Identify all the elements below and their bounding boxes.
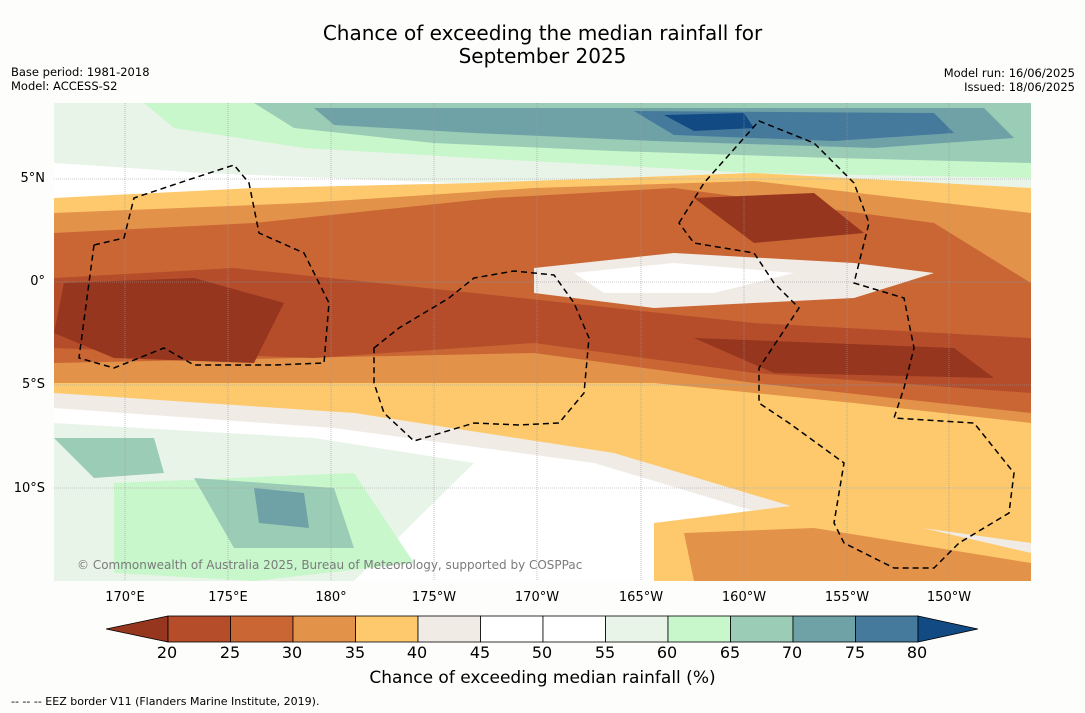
colorbar-segment — [292, 615, 356, 643]
colorbar-segment — [542, 615, 606, 643]
colorbar-label-50: 50 — [531, 643, 553, 662]
wet-core-north — [664, 113, 754, 131]
lon-tick-150w: 150°W — [926, 590, 972, 605]
colorbar-segment — [106, 615, 169, 643]
eez-legend: -- -- -- EEZ border V11 (Flanders Marine… — [11, 695, 320, 708]
colorbar-segment — [167, 615, 231, 643]
model-name: Model: ACCESS-S2 — [11, 79, 118, 93]
eez-border-kiribati-gilberts — [78, 164, 330, 369]
colorbar-label-60: 60 — [656, 643, 678, 662]
lat-tick-10s: 10°S — [13, 481, 45, 496]
colorbar-label-75: 75 — [844, 643, 866, 662]
colorbar-label-40: 40 — [406, 643, 428, 662]
lat-tick-5n: 5°N — [20, 171, 46, 186]
map-title: Chance of exceeding the median rainfall … — [0, 22, 1085, 68]
colorbar-segment — [730, 615, 794, 643]
colorbar-label-30: 30 — [281, 643, 303, 662]
dry-core-west — [54, 278, 284, 363]
lon-tick-160w: 160°W — [721, 590, 767, 605]
eez-borders — [78, 120, 1015, 569]
dry-core-east — [694, 338, 994, 378]
south-dry-2 — [684, 528, 1031, 581]
colorbar-label-35: 35 — [344, 643, 366, 662]
colorbar-title: Chance of exceeding median rainfall (%) — [369, 668, 716, 688]
colorbar-segment — [792, 615, 856, 643]
lat-tick-5s: 5°S — [21, 377, 45, 392]
lon-tick-175w: 175°W — [411, 590, 457, 605]
colorbar-segment — [480, 615, 544, 643]
colorbar-segment — [917, 615, 978, 643]
base-period: Base period: 1981-2018 — [11, 65, 150, 79]
map-gridlines — [54, 103, 1031, 581]
issued-date: Issued: 18/06/2025 — [964, 80, 1075, 94]
run-info: Model run: 16/06/2025 Issued: 18/06/2025 — [944, 66, 1075, 94]
colorbar-label-45: 45 — [469, 643, 491, 662]
neutral-band-2 — [574, 263, 794, 293]
base-info: Base period: 1981-2018 Model: ACCESS-S2 — [11, 65, 150, 93]
colorbar-segment — [417, 615, 481, 643]
lon-tick-180: 180° — [315, 590, 347, 605]
colorbar-label-20: 20 — [156, 643, 178, 662]
lon-tick-155w: 155°W — [824, 590, 870, 605]
lon-tick-170w: 170°W — [514, 590, 560, 605]
colorbar-label-70: 70 — [781, 643, 803, 662]
colorbar-segment — [605, 615, 669, 643]
dry-core-ne — [694, 193, 864, 243]
lon-tick-170e: 170°E — [105, 590, 145, 605]
title-line-1: Chance of exceeding the median rainfall … — [322, 21, 763, 45]
eez-border-phoenix — [373, 270, 590, 442]
colorbar-segment — [230, 615, 294, 643]
lon-tick-165w: 165°W — [618, 590, 664, 605]
colorbar-label-65: 65 — [719, 643, 741, 662]
colorbar-label-55: 55 — [594, 643, 616, 662]
copyright-notice: © Commonwealth of Australia 2025, Bureau… — [77, 558, 583, 572]
title-line-2: September 2025 — [458, 44, 627, 68]
colorbar-label-25: 25 — [219, 643, 241, 662]
colorbar — [106, 615, 978, 643]
rainfall-map — [54, 103, 1031, 581]
lon-tick-175e: 175°E — [208, 590, 248, 605]
south-teal-core — [254, 488, 309, 528]
colorbar-label-80: 80 — [906, 643, 928, 662]
model-run: Model run: 16/06/2025 — [943, 66, 1075, 80]
eez-border-line-islands — [678, 120, 1015, 569]
colorbar-segment — [667, 615, 731, 643]
lat-tick-0: 0° — [30, 274, 45, 289]
colorbar-segment — [855, 615, 919, 643]
colorbar-segment — [355, 615, 419, 643]
